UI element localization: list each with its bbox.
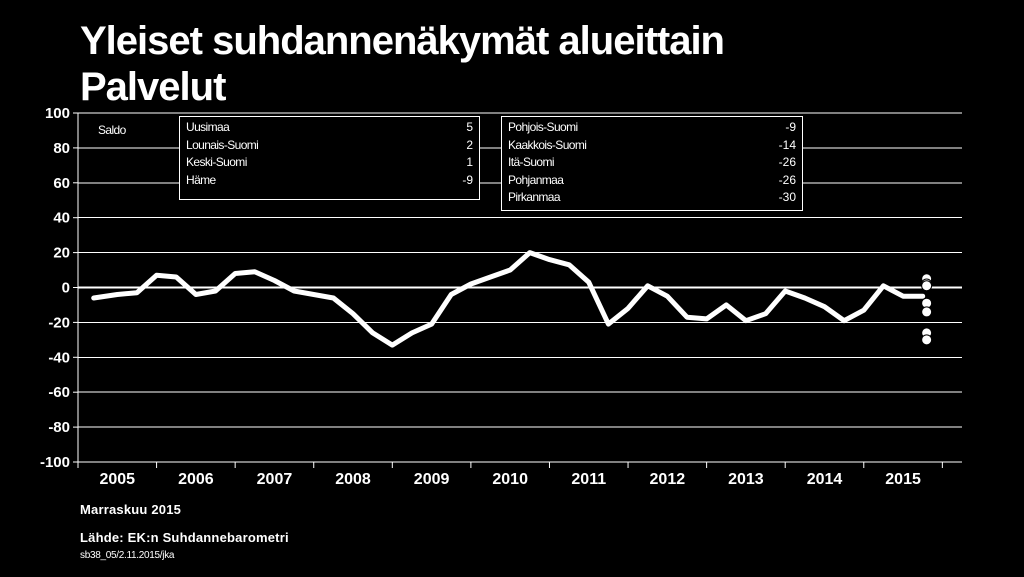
- legend-row: Kaakkois-Suomi -14: [508, 137, 796, 155]
- legend-region-value: 5: [466, 120, 473, 134]
- region-point: [921, 280, 933, 292]
- x-tick-label: 2008: [335, 471, 371, 488]
- y-tick-label: -40: [48, 349, 70, 366]
- x-tick-label: 2015: [885, 471, 921, 488]
- legend-row: Häme -9: [186, 172, 473, 190]
- legend-region-value: -30: [778, 190, 796, 204]
- y-tick-label: -100: [40, 454, 70, 471]
- y-tick-label: 80: [53, 140, 70, 157]
- x-tick-label: 2010: [492, 471, 528, 488]
- legend-region-value: -9: [785, 120, 796, 134]
- chart-title-line2: Palvelut: [80, 65, 226, 109]
- x-tick-label: 2006: [178, 471, 214, 488]
- chart-title-line1: Yleiset suhdannenäkymät alueittain: [80, 19, 725, 63]
- legend-region-value: -14: [778, 137, 796, 152]
- legend-region-name: Uusimaa: [186, 120, 230, 134]
- y-tick-label: 40: [53, 210, 70, 227]
- legend-region-name: Itä-Suomi: [508, 155, 555, 169]
- legend-regions-right: Pohjois-Suomi -9 Kaakkois-Suomi -14 Itä-Suom…: [501, 116, 803, 211]
- legend-row: Keski-Suomi 1: [186, 154, 473, 172]
- x-tick-label: 2013: [728, 471, 764, 488]
- x-tick-label: 2014: [807, 471, 843, 488]
- region-points: [921, 273, 933, 346]
- legend-region-value: -9: [462, 172, 473, 187]
- region-point: [921, 306, 933, 318]
- legend-row: Lounais-Suomi 2: [186, 137, 473, 155]
- y-tick-label: -80: [48, 419, 70, 436]
- legend-regions-left: Uusimaa 5 Lounais-Suomi 2 Keski-Suomi 1 Häme -9: [179, 116, 480, 200]
- legend-row: Pohjanmaa -26: [508, 172, 796, 190]
- legend-region-name: Keski-Suomi: [186, 155, 247, 169]
- x-tick-label: 2005: [99, 471, 135, 488]
- legend-row: Uusimaa 5: [186, 119, 473, 137]
- y-axis-label: Saldo: [98, 123, 126, 137]
- legend-region-name: Pirkanmaa: [508, 190, 561, 204]
- legend-region-name: Pohjois-Suomi: [508, 120, 578, 134]
- x-axis-ticks: 2005 2006 2007 2008 2009 2010 2011 2012 2013 2014…: [77, 462, 943, 488]
- legend-region-value: -26: [778, 155, 796, 169]
- series-lines: [91, 250, 926, 348]
- y-tick-label: -60: [48, 384, 70, 401]
- axes: [77, 113, 962, 463]
- x-tick-label: 2007: [257, 471, 293, 488]
- y-tick-label: -20: [48, 314, 70, 331]
- y-axis-ticks: 100 80 60 40 20 0 -20 -40 -60 -80 -100: [40, 105, 78, 471]
- y-tick-label: 60: [53, 175, 70, 192]
- footer-date: Marraskuu 2015: [80, 502, 182, 517]
- chart-title: Yleiset suhdannenäkymät alueittain Palve…: [80, 18, 725, 110]
- y-tick-label: 0: [62, 280, 70, 297]
- footer-source: Lähde: EK:n Suhdannebarometri: [80, 530, 289, 545]
- legend-region-name: Pohjanmaa: [508, 172, 564, 187]
- region-point: [921, 334, 933, 346]
- legend-region-value: 1: [466, 155, 473, 169]
- x-tick-label: 2012: [650, 471, 686, 488]
- legend-region-name: Häme: [186, 172, 216, 187]
- legend-row: Pohjois-Suomi -9: [508, 119, 796, 137]
- x-tick-label: 2009: [414, 471, 450, 488]
- y-tick-label: 100: [45, 105, 70, 122]
- legend-row: Pirkanmaa -30: [508, 189, 796, 207]
- legend-region-value: 2: [466, 137, 473, 152]
- footer-code: sb38_05/2.11.2015/jka: [80, 550, 175, 561]
- legend-region-name: Lounais-Suomi: [186, 137, 259, 152]
- y-tick-label: 20: [53, 245, 70, 262]
- legend-region-name: Kaakkois-Suomi: [508, 137, 587, 152]
- legend-row: Itä-Suomi -26: [508, 154, 796, 172]
- legend-region-value: -26: [778, 172, 796, 187]
- series-line: [91, 250, 926, 348]
- x-tick-label: 2011: [571, 471, 606, 488]
